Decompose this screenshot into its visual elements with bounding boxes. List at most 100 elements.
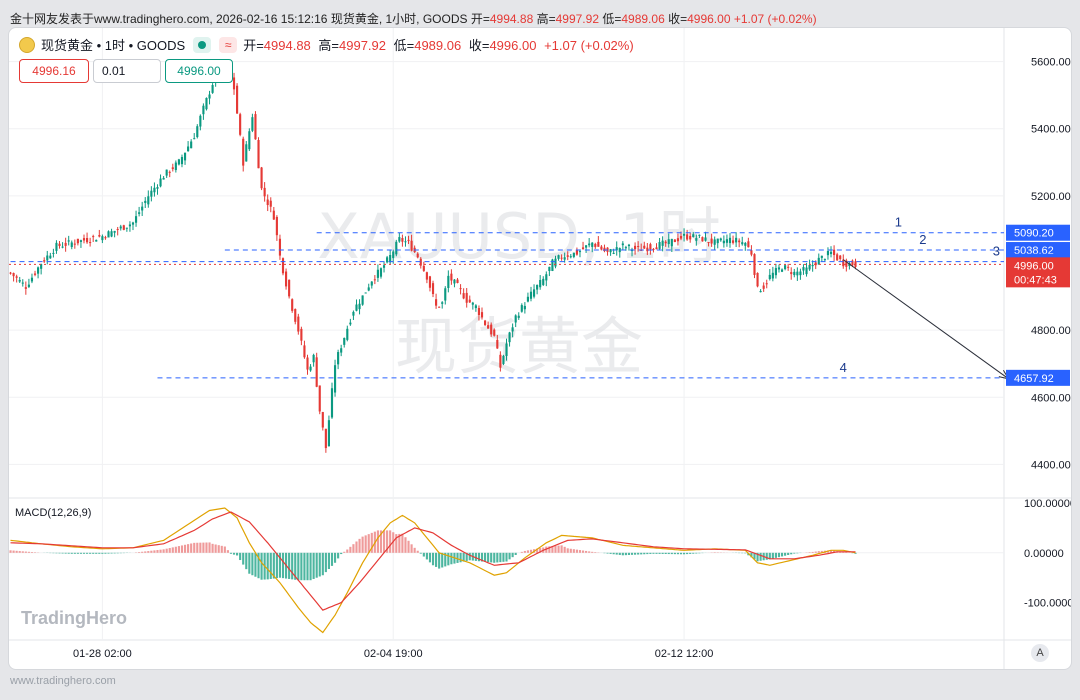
candle-body (508, 332, 511, 343)
candle-body (493, 329, 496, 336)
candle-body (569, 256, 572, 258)
candle-body (609, 249, 612, 253)
candle-body (211, 85, 214, 93)
level-tag-text: 4657.92 (1014, 373, 1054, 385)
candle-body (404, 241, 407, 243)
candle-body (667, 239, 670, 245)
candle-body (333, 365, 337, 393)
macd-tick-label: -100.00000 (1024, 598, 1071, 610)
candle-body (713, 239, 716, 245)
candle-body (113, 230, 116, 233)
candle-body (490, 324, 493, 335)
sell-button[interactable]: 4996.16 (19, 59, 89, 83)
candle-body (578, 251, 582, 253)
market-open-icon[interactable] (193, 36, 212, 53)
candle-body (600, 246, 603, 250)
macd-tick-label: 100.00000 (1024, 498, 1071, 510)
auto-scale-button[interactable]: A (1031, 644, 1049, 662)
level-label-1: 1 (895, 215, 902, 230)
candle-body (306, 357, 309, 370)
chart-frame[interactable]: XAUUSD, 1时 现货黄金 1 2 3 4 4400.00 4600.00 4800.00 5… (8, 27, 1072, 670)
candle-body (202, 105, 205, 115)
candle-body (416, 253, 419, 258)
candle-body (352, 311, 355, 316)
candle-body (376, 269, 379, 278)
candle-body (777, 267, 781, 270)
candle-body (560, 257, 563, 259)
candle-body (627, 244, 631, 247)
level-tag-text: 5090.20 (1014, 228, 1054, 240)
candle-body (346, 328, 349, 340)
candle-body (131, 222, 135, 225)
candles (9, 59, 857, 453)
candle-body (407, 239, 410, 241)
candle-body (542, 278, 545, 285)
candle-body (539, 280, 542, 288)
buy-button[interactable]: 4996.00 (165, 59, 233, 83)
candle-body (177, 159, 180, 165)
quantity-input[interactable]: 0.01 (93, 59, 161, 83)
time-tick-label: 02-04 19:00 (364, 648, 423, 660)
candle-body (196, 126, 199, 138)
candle-body (33, 273, 37, 275)
trade-panel: 4996.16 0.01 4996.00 (19, 59, 233, 83)
candle-body (162, 177, 165, 180)
candle-body (725, 239, 729, 243)
candle-body (563, 257, 566, 260)
candle-body (744, 242, 747, 246)
candle-body (82, 238, 86, 241)
brand-logo: TradingHero (21, 608, 128, 628)
candle-body (358, 303, 361, 310)
candle-body (183, 152, 187, 161)
candle-body (266, 199, 269, 206)
candle-body (21, 282, 24, 284)
candle-body (300, 328, 303, 341)
candle-body (811, 265, 814, 267)
candle-body (692, 234, 695, 238)
candle-body (839, 255, 842, 260)
candle-body (428, 276, 432, 288)
candle-body (679, 236, 683, 239)
candle-body (517, 315, 520, 318)
page-header: 金十网友发表于www.tradinghero.com, 2026-02-16 1… (10, 10, 817, 27)
candle-body (232, 77, 236, 90)
candle-body (260, 167, 263, 189)
macd-histogram (9, 530, 857, 581)
candle-body (239, 114, 242, 135)
candle-body (805, 267, 808, 275)
macd-line (10, 507, 856, 634)
candle-body (85, 238, 89, 243)
symbol-title[interactable]: 现货黄金 • 1时 • GOODS (41, 38, 186, 53)
candle-body (254, 114, 257, 140)
candle-body (649, 244, 652, 250)
legend-change: +1.07 (+0.02%) (544, 38, 634, 53)
candle-body (321, 412, 324, 428)
candle-body (762, 285, 765, 289)
candle-body (337, 352, 340, 365)
candle-body (128, 224, 132, 227)
candle-body (793, 271, 796, 276)
candle-body (27, 284, 30, 287)
header-high-label: 高= (536, 12, 556, 26)
candle-body (288, 279, 291, 297)
level-tag-1 (1006, 224, 1070, 241)
candle-body (95, 239, 98, 242)
wave-icon[interactable]: ≈ (219, 36, 238, 53)
candle-body (40, 264, 43, 269)
candle-body (750, 250, 753, 255)
candle-body (444, 288, 447, 301)
candle-body (24, 287, 27, 289)
candle-body (101, 236, 104, 241)
last-price-tag (1006, 257, 1070, 288)
legend-high-label: 高= (318, 38, 339, 53)
time-tick-label: 02-12 12:00 (655, 648, 714, 660)
candle-body (759, 290, 762, 293)
candle-body (70, 242, 73, 248)
candle-body (156, 187, 159, 189)
legend-low: 4989.06 (414, 38, 462, 53)
candle-body (386, 257, 389, 263)
candle-body (756, 272, 759, 287)
last-price-text: 4996.00 (1014, 260, 1054, 272)
candle-body (425, 272, 428, 280)
